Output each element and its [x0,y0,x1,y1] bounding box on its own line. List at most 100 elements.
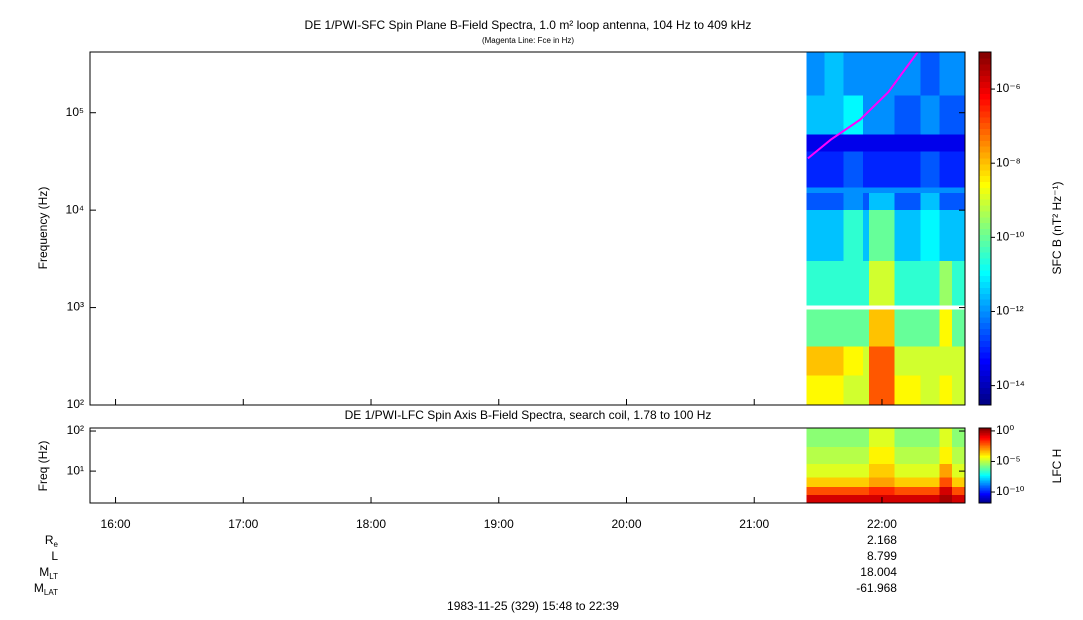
spectrogram-cell [952,446,965,465]
colorbar-swatch [979,478,991,480]
spectrogram-cell [920,495,940,503]
spectrogram-cell [862,487,870,496]
spectrogram-cell [952,187,965,193]
fce-line [807,51,919,160]
spectrogram-cell [869,309,895,347]
colorbar-swatch [979,495,991,498]
spectrogram-cell [869,151,895,188]
colorbar-tick-label: 10⁰ [996,423,1014,437]
spectrogram-cell [920,428,940,447]
spectrogram-cell [806,375,825,405]
colorbar-swatch [979,369,991,377]
spectrogram-cell [920,151,940,188]
colorbar-swatch [979,375,991,383]
colorbar-swatch [979,449,991,452]
colorbar-swatch [979,181,991,188]
colorbar-swatch [979,468,991,470]
colorbar-swatch [979,485,991,488]
y-tick-label: 10¹ [67,463,84,477]
spectrogram-cell [894,477,921,488]
colorbar-swatch [979,128,991,135]
spectrogram-cell [952,428,965,447]
colorbar-swatch [979,479,991,482]
x-tick-label: 21:00 [739,517,769,531]
colorbar-swatch [979,334,991,341]
spectrogram-cell [869,477,895,488]
colorbar-swatch [979,463,991,465]
ephemeris-label: MLT [39,565,58,581]
spectrogram-cell [869,464,895,478]
spectrogram-cell [806,95,825,135]
spectrogram-cell [824,52,844,96]
colorbar-swatch [979,69,991,77]
colorbar-swatch [979,269,991,277]
spectrogram-cell [939,495,953,503]
colorbar-swatch [979,434,991,437]
spectrogram-cell [939,428,953,447]
spectrogram-cell [869,95,895,135]
y-axis-label: Freq (Hz) [36,441,50,492]
spectrogram-cell [920,210,940,262]
colorbar-swatch [979,464,991,467]
spectrogram-cell [806,187,825,193]
colorbar-swatch [979,93,991,100]
y-tick-label: 10² [67,397,84,411]
colorbar-swatch [979,450,991,453]
colorbar-swatch [979,500,991,503]
colorbar-swatch [979,480,991,483]
spectrogram-cell [952,192,965,211]
colorbar-swatch [979,75,991,83]
spectrogram-cell [920,446,940,465]
spectrogram-cell [843,95,863,135]
spectrogram-cell [806,477,825,488]
spectrogram-cell [939,151,953,188]
spectrogram-cell [939,95,953,135]
colorbar-swatch [979,110,991,118]
spectrogram-cell [894,210,921,262]
colorbar-swatch [979,439,991,442]
colorbar-swatch [979,387,991,394]
spectrogram-cell [843,134,863,152]
spectrogram-cell [894,151,921,188]
colorbar-label: LFC H [1050,449,1064,484]
spectrogram-cell [843,192,863,211]
colorbar-swatch [979,466,991,469]
spectrogram-cell [939,487,953,496]
colorbar-swatch [979,357,991,365]
spectrogram-cell [894,464,921,478]
spectrogram-cell [862,428,870,447]
colorbar-swatch [979,263,991,271]
colorbar-swatch [979,493,991,495]
spectrogram-cell [920,187,940,193]
spectrogram-cell [952,477,965,488]
spectrogram-cell [843,52,863,96]
spectrogram-cell [824,309,844,347]
y-axis-label: Frequency (Hz) [36,187,50,270]
colorbar-swatch [979,438,991,440]
chart-subtitle: (Magenta Line: Fce in Hz) [482,36,574,45]
spectrogram-cell [824,375,844,405]
colorbar-swatch [979,116,991,124]
spectrogram-cell [894,309,921,347]
colorbar-swatch [979,446,991,449]
ephemeris-name: M [34,581,44,595]
colorbar-swatch [979,122,991,130]
colorbar-swatch [979,252,991,259]
spectrogram-cell [894,52,921,96]
spectrogram-cell [894,487,921,496]
ephemeris-value: 18.004 [860,565,897,579]
spectrogram-cell [824,477,844,488]
colorbar-tick-label: 10⁻¹² [996,304,1024,318]
spectrogram-cell [824,210,844,262]
ephemeris-subscript: e [54,540,59,549]
spectrogram-cell [862,192,870,211]
colorbar-swatch [979,228,991,235]
x-tick-label: 16:00 [101,517,131,531]
spectrogram-cell [862,134,870,152]
spectrogram-cell [939,309,953,347]
colorbar-swatch [979,484,991,487]
spectrogram-cell [824,192,844,211]
colorbar-swatch [979,476,991,479]
spectrogram-cell [843,487,863,496]
spectrogram-cell [806,134,825,152]
